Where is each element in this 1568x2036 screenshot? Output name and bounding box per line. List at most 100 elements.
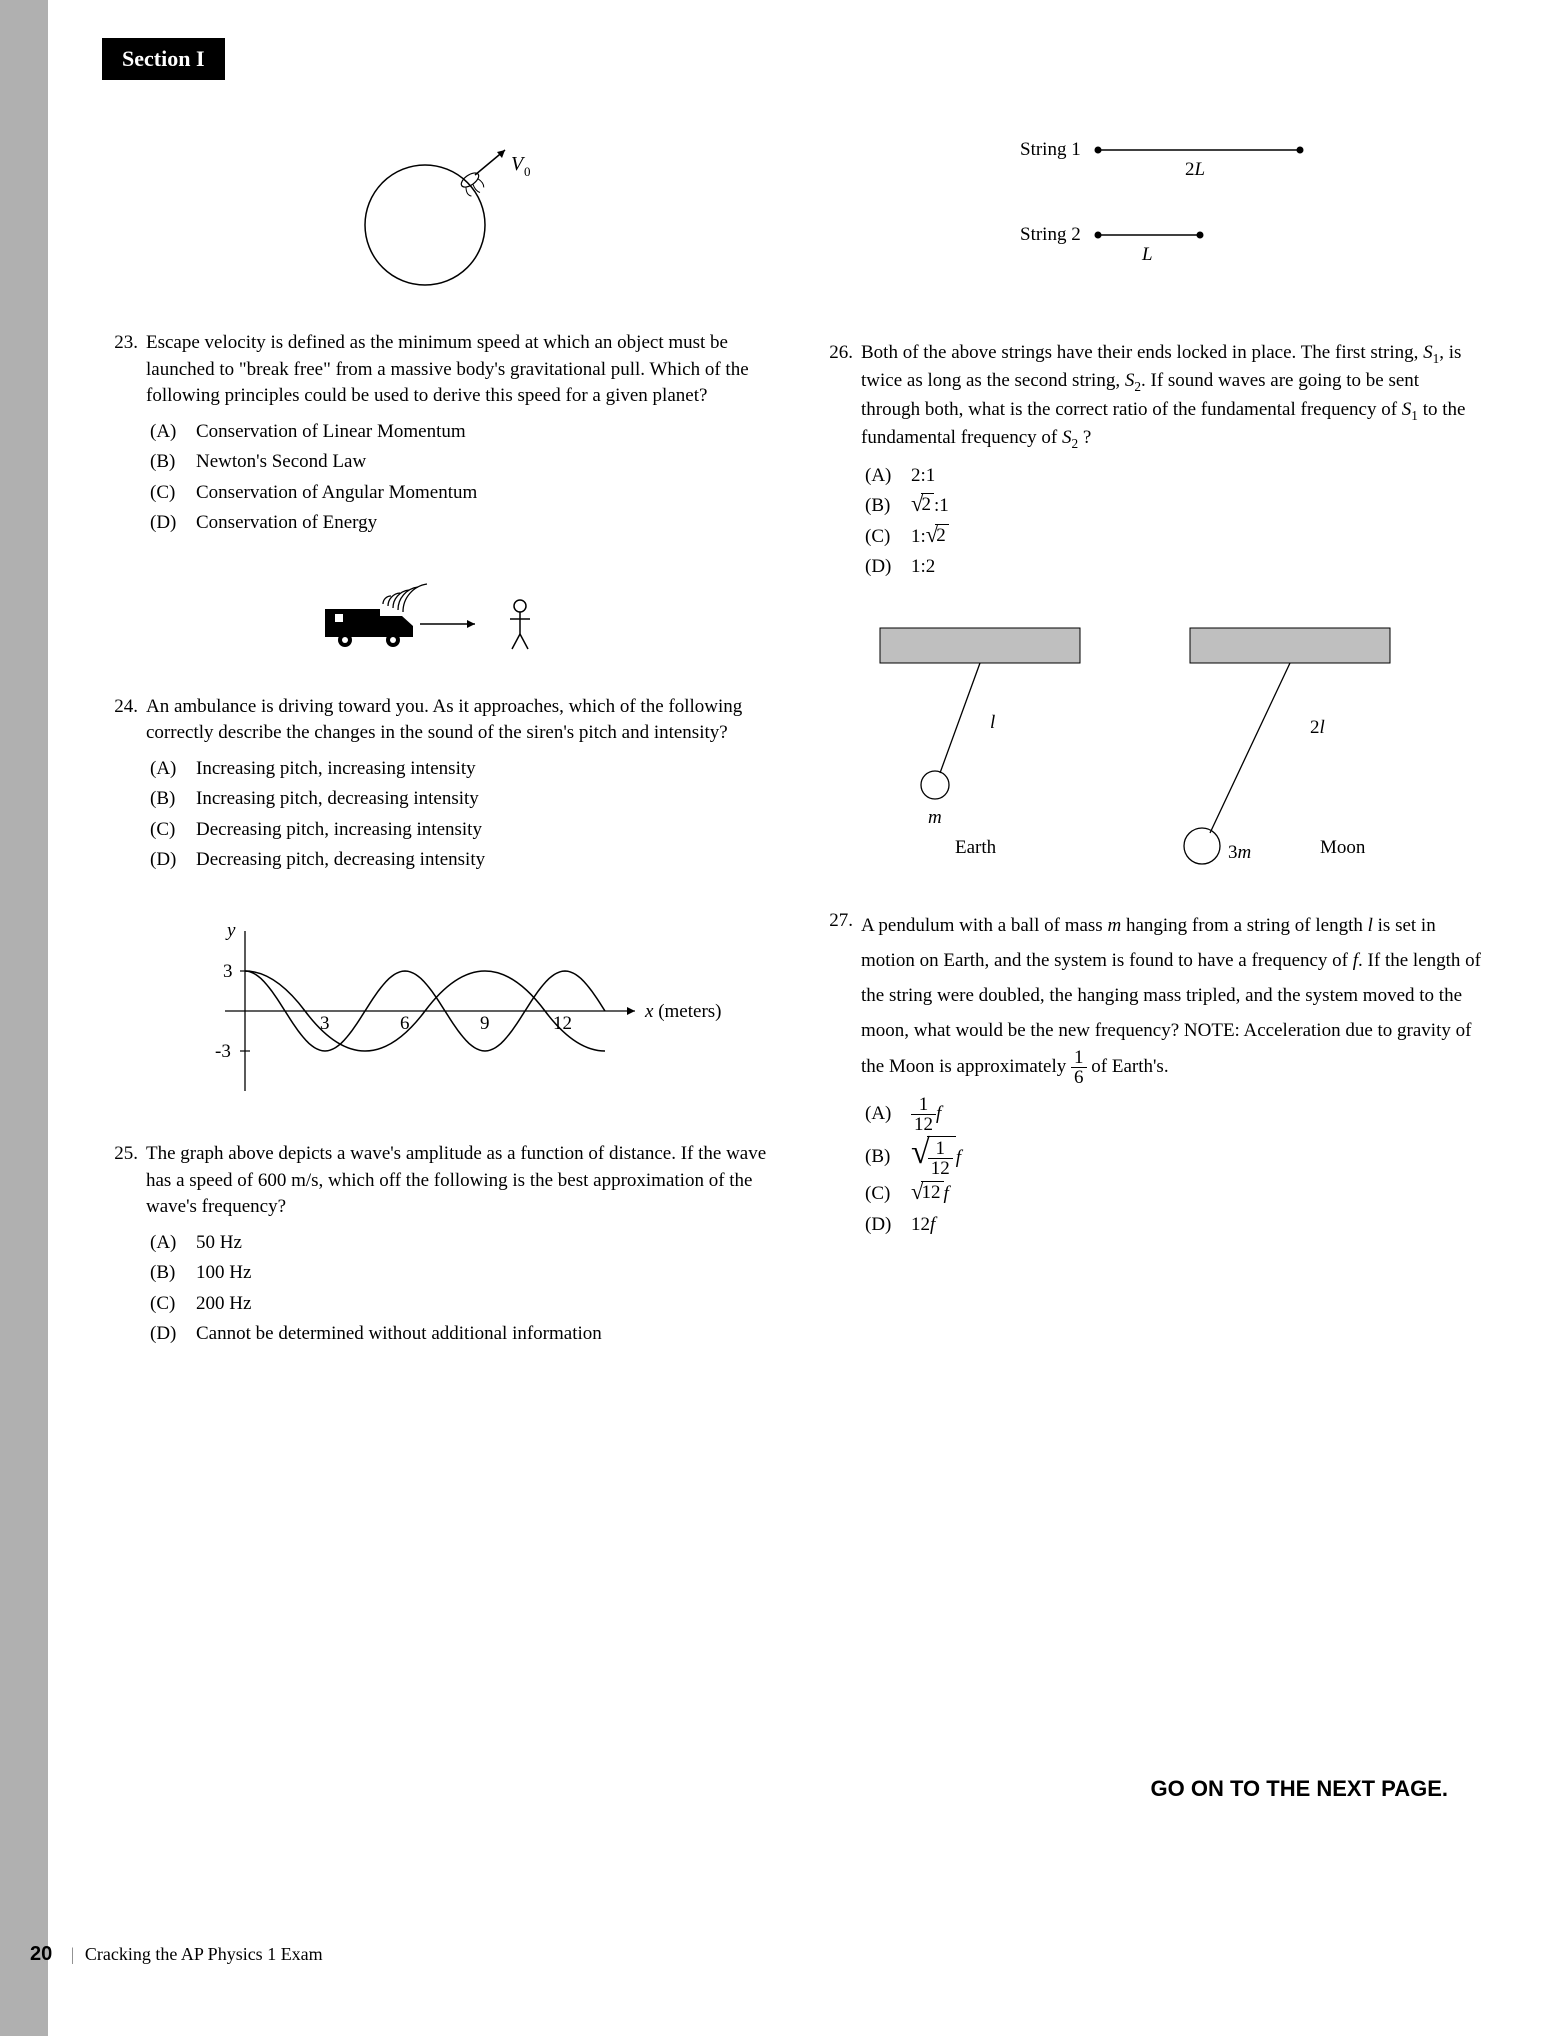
content-columns: V 0 23. Escape velocity is defined as th… [102, 120, 1482, 1385]
choice-letter: (A) [865, 462, 901, 491]
next-page-text: GO ON TO THE NEXT PAGE. [1151, 1776, 1448, 1802]
page: Section I V 0 [0, 0, 1568, 2036]
m-label: m [928, 807, 942, 828]
q27-seg: hanging from a string of length [1121, 915, 1367, 936]
q27-cf: f [944, 1183, 949, 1204]
frac-den: 6 [1071, 1068, 1087, 1087]
svg-text:0: 0 [524, 164, 531, 179]
page-number: 20 [30, 1943, 52, 1965]
q23-number: 23. [102, 330, 138, 410]
q25-figure: y 3 -3 3 6 9 12 x (meters) [122, 911, 767, 1111]
q24-choices: (A) Increasing pitch, increasing intensit… [150, 755, 767, 875]
q26-figure: String 1 2L String 2 L [817, 130, 1482, 290]
q26-choice-a: 2:1 [911, 462, 1482, 491]
question-25: 25. The graph above depicts a wave's amp… [102, 1141, 767, 1349]
q27-choices: (A)112f (B)√112f (C)√12f (D)12f [865, 1095, 1482, 1239]
q25-choice-c: 200 Hz [196, 1290, 767, 1319]
page-footer: 20 | Cracking the AP Physics 1 Exam [30, 1943, 323, 1966]
q27-choice-d: 12f [911, 1211, 1482, 1240]
q27-af: f [936, 1103, 941, 1124]
choice-letter: (D) [865, 1211, 901, 1240]
q26-choice-d: 1:2 [911, 553, 1482, 582]
svg-text:+: + [335, 610, 342, 624]
q26-choice-c: 1:√2 [911, 523, 1482, 552]
pendulum-diagram: l m Earth 2l 3m Moon [850, 618, 1450, 878]
choice-letter: (C) [150, 1290, 186, 1319]
q26-seg: ? [1078, 427, 1091, 448]
q26-seg: Both of the above strings have their end… [861, 342, 1423, 363]
choice-letter: (D) [150, 509, 186, 538]
q27-figure: l m Earth 2l 3m Moon [817, 618, 1482, 878]
choice-letter: (A) [150, 418, 186, 447]
choice-letter: (D) [865, 553, 901, 582]
xlabel: x (meters) [644, 1001, 722, 1022]
q25-choice-b: 100 Hz [196, 1259, 767, 1288]
strings-diagram: String 1 2L String 2 L [920, 130, 1380, 290]
q26-number: 26. [817, 340, 853, 454]
q24-text: An ambulance is driving toward you. As i… [146, 694, 767, 747]
choice-letter: (B) [150, 785, 186, 814]
q26-choices: (A)2:1 (B)√2:1 (C)1:√2 (D)1:2 [865, 462, 1482, 582]
left-column: V 0 23. Escape velocity is defined as th… [102, 120, 767, 1385]
q23-choices: (A) Conservation of Linear Momentum (B) Ne… [150, 418, 767, 538]
q23-choice-b: Newton's Second Law [196, 448, 767, 477]
choice-letter: (A) [150, 755, 186, 784]
q25-choice-d: Cannot be determined without additional … [196, 1320, 767, 1349]
sqrt-body: 12 [921, 1181, 944, 1205]
book-title: Cracking the AP Physics 1 Exam [85, 1944, 323, 1964]
q25-choices: (A)50 Hz (B)100 Hz (C)200 Hz (D)Cannot b… [150, 1229, 767, 1349]
choice-letter: (B) [865, 1143, 901, 1172]
q27-seg: A pendulum with a ball of mass [861, 915, 1107, 936]
q27-text: A pendulum with a ball of mass m hanging… [861, 908, 1482, 1088]
string1-label: String 1 [1020, 139, 1081, 160]
escape-velocity-diagram: V 0 [325, 130, 545, 300]
question-23: 23. Escape velocity is defined as the mi… [102, 330, 767, 538]
q23-figure: V 0 [102, 130, 767, 300]
2l-label: 2l [1310, 717, 1325, 738]
q24-figure: + [102, 574, 767, 664]
choice-letter: (B) [150, 448, 186, 477]
string2-label: String 2 [1020, 224, 1081, 245]
wave-graph: y 3 -3 3 6 9 12 x (meters) [165, 911, 725, 1111]
choice-letter: (D) [150, 1320, 186, 1349]
q27-choice-c: √12f [911, 1180, 1482, 1209]
frac-num: 1 [911, 1095, 936, 1115]
3m-label: 3m [1228, 842, 1251, 863]
frac-num: 1 [928, 1139, 953, 1159]
q24-choice-a: Increasing pitch, increasing intensity [196, 755, 767, 784]
question-27: 27. A pendulum with a ball of mass m han… [817, 908, 1482, 1240]
section-label: Section I [102, 38, 225, 80]
q23-text: Escape velocity is defined as the minimu… [146, 330, 767, 410]
choice-letter: (D) [150, 846, 186, 875]
q25-text: The graph above depicts a wave's amplitu… [146, 1141, 767, 1221]
choice-letter: (A) [150, 1229, 186, 1258]
choice-letter: (C) [865, 1180, 901, 1209]
choice-letter: (C) [865, 523, 901, 552]
left-margin-bar [0, 0, 48, 2036]
question-24: 24. An ambulance is driving toward you. … [102, 694, 767, 875]
l-label: l [990, 712, 995, 733]
q26-s2b: S [1062, 427, 1072, 448]
choice-letter: (B) [865, 492, 901, 521]
choice-letter: (C) [150, 479, 186, 508]
q23-choice-d: Conservation of Energy [196, 509, 767, 538]
xtick: 9 [480, 1013, 490, 1034]
q27-choice-a: 112f [911, 1095, 1482, 1134]
q26-text: Both of the above strings have their end… [861, 340, 1482, 454]
question-26: 26. Both of the above strings have their… [817, 340, 1482, 582]
q24-choice-c: Decreasing pitch, increasing intensity [196, 816, 767, 845]
ambulance-diagram: + [285, 574, 585, 664]
xtick: 6 [400, 1013, 410, 1034]
q26-s2: S [1125, 370, 1135, 391]
frac-den: 12 [911, 1115, 936, 1134]
q27-seg: of Earth's. [1087, 1056, 1169, 1077]
footer-divider: | [71, 1944, 75, 1964]
frac-num: 1 [1071, 1048, 1087, 1068]
moon-label: Moon [1320, 837, 1366, 858]
string2-len: L [1141, 244, 1153, 265]
q26-s2sub: 2 [1134, 379, 1141, 394]
q27-number: 27. [817, 908, 853, 1088]
q23-choice-a: Conservation of Linear Momentum [196, 418, 767, 447]
q24-number: 24. [102, 694, 138, 747]
choice-letter: (B) [150, 1259, 186, 1288]
